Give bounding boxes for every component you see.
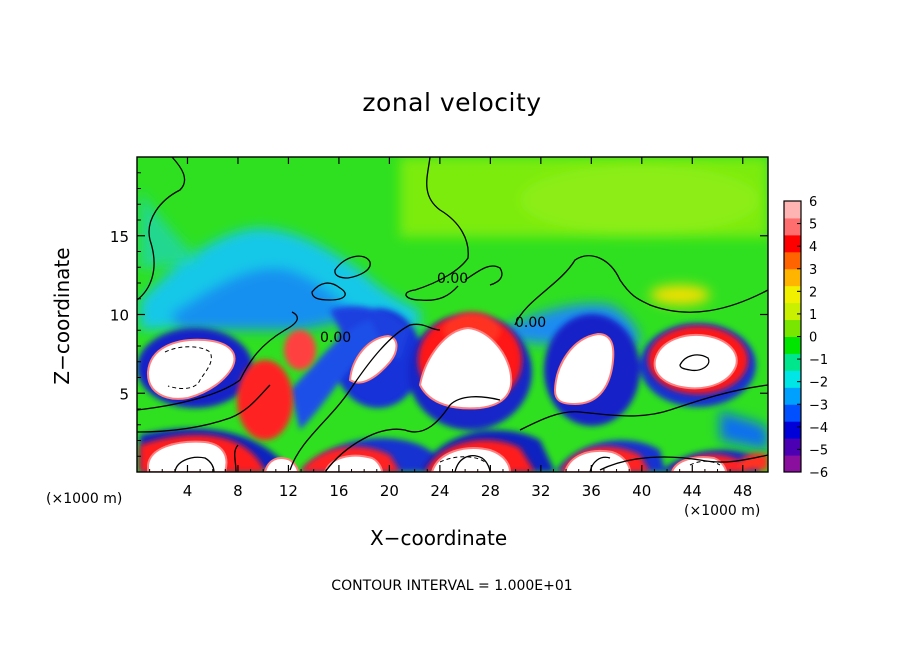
x-tick-label: 4 <box>183 482 193 500</box>
contour-label: 0.00 <box>320 330 351 346</box>
x-unit-label-right: (×1000 m) <box>684 503 761 519</box>
colorbar-tick-label: −3 <box>809 398 828 413</box>
x-tick-label: 32 <box>531 482 550 500</box>
colorbar-tick-label: −4 <box>809 421 828 436</box>
x-tick-label: 44 <box>683 482 702 500</box>
colorbar-tick-label: 3 <box>809 263 817 278</box>
colorbar-segment <box>784 268 801 287</box>
contour-interval-note: CONTOUR INTERVAL = 1.000E+01 <box>331 578 573 594</box>
colorbar-tick-label: −5 <box>809 443 828 458</box>
colorbar-segment <box>784 404 801 422</box>
x-tick-label: 28 <box>481 482 500 500</box>
y-tick-label: 15 <box>110 228 129 246</box>
colorbar-tick-label: 1 <box>809 308 817 323</box>
colorbar-segment <box>784 319 801 337</box>
chart-title: zonal velocity <box>362 88 542 117</box>
colorbar-segment <box>784 201 801 219</box>
colorbar-segment <box>784 387 801 405</box>
colorbar-segment <box>784 421 801 439</box>
colorbar-tick-label: 0 <box>809 331 817 346</box>
negative-contours <box>164 346 721 466</box>
x-tick-label: 24 <box>430 482 449 500</box>
x-axis-label: X−coordinate <box>370 526 508 550</box>
x-unit-label: (×1000 m) <box>46 491 123 507</box>
x-axis: 4 8 12 16 20 24 28 32 36 40 44 48 <box>149 157 756 500</box>
x-tick-label: 16 <box>329 482 348 500</box>
colorbar-segment <box>784 285 801 304</box>
colorbar-segment <box>784 336 801 354</box>
y-tick-label: 10 <box>110 307 129 325</box>
colorbar-segment <box>784 438 801 456</box>
colorbar-tick-label: 4 <box>809 240 817 255</box>
colorbar-tick-label: −1 <box>809 353 828 368</box>
x-tick-label: 8 <box>233 482 243 500</box>
colorbar-segment <box>784 234 801 253</box>
colorbar-segment <box>784 370 801 388</box>
colorbar-segment <box>784 217 801 236</box>
x-tick-label: 40 <box>632 482 651 500</box>
x-tick-label: 20 <box>380 482 399 500</box>
x-tick-label: 12 <box>279 482 298 500</box>
x-tick-label: 36 <box>582 482 601 500</box>
colorbar: 6 5 4 3 2 1 0 −1 −2 −3 −4 −5 −6 <box>783 195 828 481</box>
colorbar-tick-label: −2 <box>809 376 828 391</box>
colorbar-segment <box>784 353 801 371</box>
heatmap-field <box>137 157 768 472</box>
contour-label: 0.00 <box>437 271 468 287</box>
colorbar-tick-label: 5 <box>809 218 817 233</box>
colorbar-segment <box>784 251 801 270</box>
x-tick-label: 48 <box>733 482 752 500</box>
colorbar-tick-label: 2 <box>809 285 817 300</box>
colorbar-tick-label: 6 <box>809 195 817 210</box>
zero-contours <box>137 157 768 472</box>
colorbar-segment <box>784 455 801 473</box>
saturated-cores <box>146 326 738 472</box>
y-axis-label: Z−coordinate <box>50 247 74 385</box>
contour-label: 0.00 <box>515 315 546 331</box>
y-tick-label: 5 <box>119 385 129 403</box>
y-axis: 5 10 15 <box>110 172 768 457</box>
colorbar-tick-label: −6 <box>809 466 828 481</box>
colorbar-segment <box>784 302 801 321</box>
